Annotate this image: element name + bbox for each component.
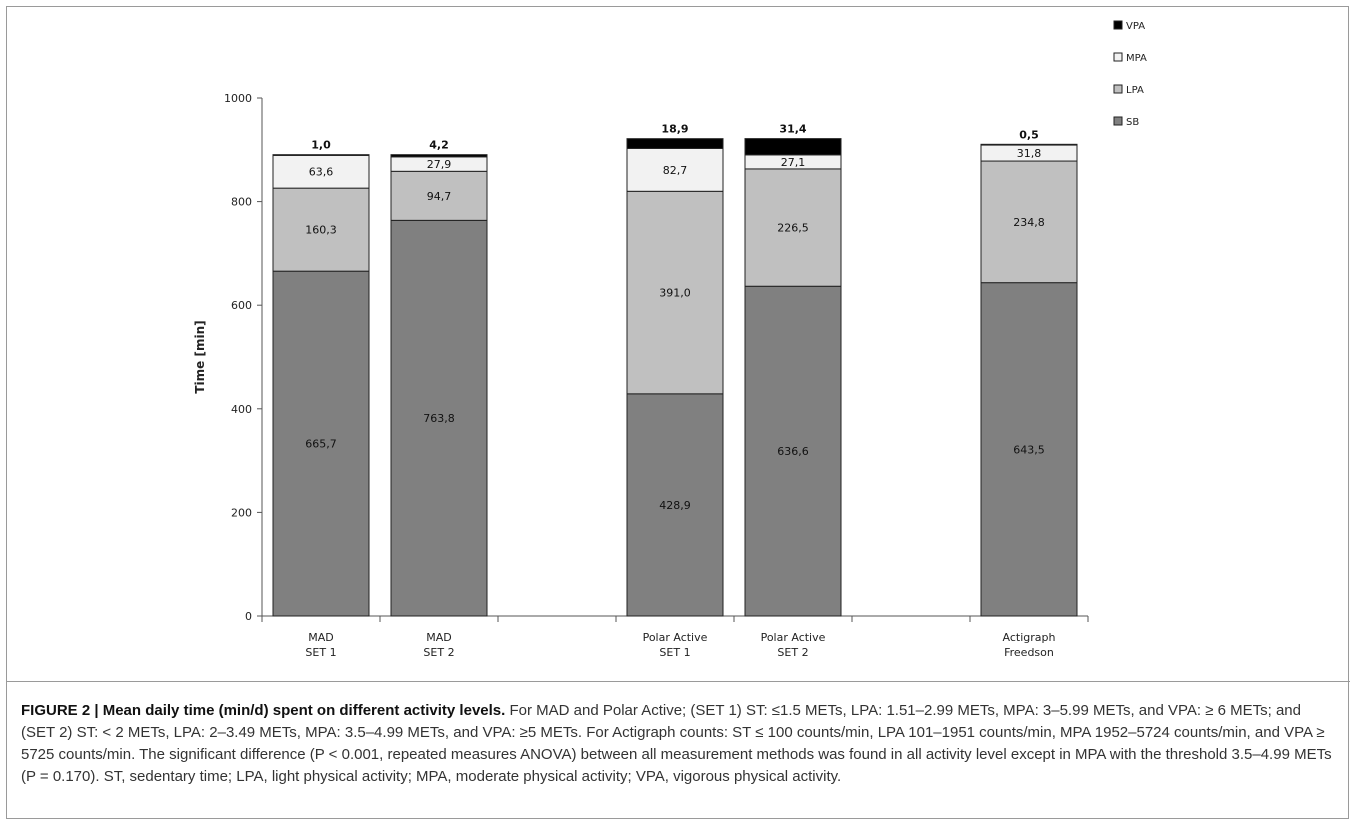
x-category-label: SET 1 [305, 646, 336, 659]
bar-segment-vpa [980, 143, 1078, 146]
axes: 0 200 400 600 800 1000 Time [min] MAD SET 1 MAD SE… [193, 92, 1089, 659]
data-label-vpa: 18,9 [661, 123, 688, 136]
y-tick-label: 200 [231, 506, 252, 519]
bar-segment-mpa [272, 154, 370, 189]
data-label-sb: 763,8 [423, 412, 455, 425]
x-category-label: MAD [426, 631, 452, 644]
legend-swatch-lpa [1113, 84, 1123, 94]
data-label-lpa: 234,8 [1013, 216, 1045, 229]
x-category-label: SET 2 [423, 646, 454, 659]
stacked-bar-chart: 0 200 400 600 800 1000 Time [min] MAD SET 1 MAD SE… [193, 20, 1147, 659]
y-tick-label: 800 [231, 196, 252, 209]
data-label-vpa: 1,0 [311, 139, 331, 152]
bar-segment-lpa [980, 160, 1078, 284]
legend-label-mpa: MPA [1126, 53, 1147, 64]
legend-swatch-vpa [1113, 20, 1123, 30]
data-label-lpa: 160,3 [305, 224, 337, 237]
bar-segment-lpa [744, 168, 842, 287]
data-label-lpa: 94,7 [427, 190, 452, 203]
y-tick-label: 0 [245, 610, 252, 623]
x-category-label: Actigraph [1003, 631, 1056, 644]
bar-segment-vpa [390, 154, 488, 158]
caption-lead: FIGURE 2 | Mean daily time (min/d) spent… [21, 702, 506, 719]
x-category-label: MAD [308, 631, 334, 644]
data-label-vpa: 4,2 [429, 139, 449, 152]
data-label-sb: 428,9 [659, 499, 691, 512]
data-label-mpa: 82,7 [663, 164, 688, 177]
legend: VPA MPA LPA SB [1113, 20, 1147, 128]
data-label-vpa: 0,5 [1019, 128, 1039, 141]
data-label-mpa: 27,1 [781, 156, 806, 169]
legend-label-sb: SB [1126, 117, 1139, 128]
data-label-sb: 643,5 [1013, 443, 1045, 456]
legend-swatch-sb [1113, 116, 1123, 126]
legend-label-lpa: LPA [1126, 85, 1144, 96]
x-category-label: SET 2 [777, 646, 808, 659]
data-label-vpa: 31,4 [779, 123, 806, 136]
legend-swatch-mpa [1113, 52, 1123, 62]
data-label-mpa: 63,6 [309, 166, 334, 179]
bar-segment-sb [390, 219, 488, 617]
data-label-mpa: 31,8 [1017, 147, 1042, 160]
legend-label-vpa: VPA [1126, 21, 1145, 32]
bar-segment-lpa [626, 190, 724, 395]
data-label-mpa: 27,9 [427, 158, 452, 171]
data-label-sb: 636,6 [777, 445, 809, 458]
data-label-sb: 665,7 [305, 438, 337, 451]
figure-caption: FIGURE 2 | Mean daily time (min/d) spent… [7, 681, 1350, 788]
bar-segment-lpa [272, 187, 370, 272]
figure-frame: 0 200 400 600 800 1000 Time [min] MAD SET 1 MAD SE… [6, 6, 1350, 819]
bar-segment-vpa [744, 138, 842, 156]
x-category-label: Polar Active [761, 631, 826, 644]
x-category-label: Freedson [1004, 646, 1054, 659]
y-axis-label: Time [min] [193, 320, 207, 393]
bar-segment-mpa [626, 147, 724, 192]
bar-segment-sb [744, 285, 842, 617]
bar-segment-sb [980, 282, 1078, 617]
y-tick-label: 1000 [224, 92, 252, 105]
y-tick-label: 600 [231, 299, 252, 312]
x-category-label: SET 1 [659, 646, 690, 659]
data-label-lpa: 391,0 [659, 287, 691, 300]
bars [272, 138, 1078, 617]
bar-segment-vpa [626, 138, 724, 149]
y-tick-label: 400 [231, 403, 252, 416]
bar-segment-vpa [272, 154, 370, 156]
caption-body: For MAD and Polar Active; (SET 1) ST: ≤1… [21, 702, 1332, 785]
bar-segment-sb [626, 393, 724, 617]
data-labels: 665,7 160,3 63,6 1,0 763,8 94,7 27,9 4,2 428,9 39… [305, 123, 1045, 512]
x-category-label: Polar Active [643, 631, 708, 644]
data-label-lpa: 226,5 [777, 222, 809, 235]
